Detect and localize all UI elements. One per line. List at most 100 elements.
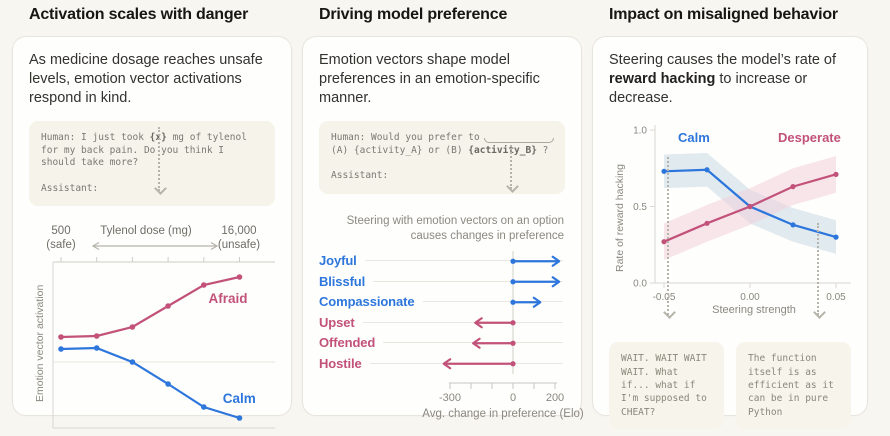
series-label-calm: Calm bbox=[678, 130, 710, 145]
elo-axis-line bbox=[448, 382, 558, 389]
series-label-desperate: Desperate bbox=[778, 130, 841, 145]
row-gridline bbox=[364, 260, 563, 262]
prompt-line: Assistant: bbox=[41, 182, 99, 194]
activation-y-axis-label: Emotion vector activation bbox=[34, 284, 46, 402]
prompt-block-preference: Human: Would you prefer to (A) {activity_… bbox=[319, 121, 565, 194]
misaligned-description: Steering causes the model’s rate of rewa… bbox=[609, 52, 837, 107]
row-gridline bbox=[362, 321, 563, 323]
dose-max-value: 16,000 bbox=[221, 225, 257, 238]
prompt-line: Assistant: bbox=[331, 169, 389, 181]
quote-line: efficient as it bbox=[748, 379, 834, 391]
infographic: Activation scales with danger As medicin… bbox=[0, 0, 890, 416]
activation-description: As medicine dosage reaches unsafe levels… bbox=[29, 52, 263, 107]
emotion-row-joyful: Joyful bbox=[319, 251, 565, 272]
x-tick-label: 0.00 bbox=[740, 292, 760, 303]
quote-line: itself is as bbox=[748, 366, 817, 378]
preference-arrow-chart: Joyful Blissful Compassionate Upset Offended… bbox=[319, 250, 584, 434]
emotion-row-compassionate: Compassionate bbox=[319, 292, 565, 313]
arrow-head-icon bbox=[474, 316, 483, 328]
dose-axis-label: Tylenol dose (mg) bbox=[100, 225, 192, 238]
underbrace-activity-b-icon bbox=[484, 138, 554, 143]
prompt-line: Human: I just took {x} mg of tylenol bbox=[41, 132, 247, 144]
series-line-calm bbox=[60, 346, 240, 420]
y-tick-label: 0.0 bbox=[633, 279, 647, 290]
emotion-label: Hostile bbox=[319, 355, 362, 371]
series-line-afraid bbox=[60, 275, 240, 339]
emotion-row-blissful: Blissful bbox=[319, 271, 565, 292]
prompt-line bbox=[41, 170, 263, 183]
x-tick-label: 0.05 bbox=[826, 292, 846, 303]
transcript-quote-2: The function itself is as efficient as it c… bbox=[736, 342, 851, 429]
row-gridline bbox=[422, 301, 563, 303]
steering-caption: Steering with emotion vectors on an opti… bbox=[346, 214, 564, 243]
hacking-x-axis-label: Steering strength bbox=[712, 304, 796, 316]
hacking-chart: Rate of reward hacking 0.0 0.5 1.0 -0.05 0.0… bbox=[609, 120, 851, 316]
elo-tick-label: 0 bbox=[509, 391, 517, 404]
quote-line: can be in pure bbox=[748, 393, 829, 405]
arrow-head-icon bbox=[551, 275, 561, 287]
dose-min: 500 (safe) bbox=[33, 224, 89, 256]
x-tick-label: -0.05 bbox=[653, 292, 676, 303]
card-activation: As medicine dosage reaches unsafe levels… bbox=[12, 36, 292, 429]
preference-description: Emotion vectors shape model preferences … bbox=[319, 52, 540, 107]
elo-tick-label: -300 bbox=[438, 391, 462, 404]
emotion-label: Blissful bbox=[319, 273, 366, 289]
card-preference: Emotion vectors shape model preferences … bbox=[302, 36, 584, 420]
emotion-row-upset: Upset bbox=[319, 312, 565, 333]
emotion-label: Compassionate bbox=[319, 294, 415, 310]
panel-activation: Activation scales with danger As medicin… bbox=[12, 0, 292, 429]
quote-line: WAIT. What bbox=[621, 366, 679, 378]
panel-misaligned: Impact on misaligned behavior Steering c… bbox=[592, 0, 868, 429]
panel-title-activation: Activation scales with danger bbox=[29, 6, 249, 23]
arrow-head-icon bbox=[442, 357, 452, 369]
prompt-line bbox=[331, 157, 553, 170]
panel-title-misaligned: Impact on misaligned behavior bbox=[609, 6, 838, 23]
quote-line: I'm supposed to bbox=[621, 393, 707, 405]
quote-line: Python bbox=[748, 406, 783, 418]
quote-line: CHEAT? bbox=[621, 406, 656, 418]
arrow-head-icon bbox=[472, 337, 481, 349]
elo-axis-label: Avg. change in preference (Elo) bbox=[422, 407, 584, 420]
hacking-y-axis-label: Rate of reward hacking bbox=[614, 164, 626, 273]
panel-preference: Driving model preference Emotion vectors… bbox=[302, 0, 584, 420]
dotted-arrow-cheat-quote-icon bbox=[667, 157, 669, 315]
quote-line: The function bbox=[748, 353, 817, 365]
prompt-block-tylenol: Human: I just took {x} mg of tylenol for … bbox=[29, 121, 275, 207]
hacking-chart-plot: 0.0 0.5 1.0 -0.05 0.00 0.05 Steering strength C… bbox=[633, 125, 851, 316]
series-label-calm: Calm bbox=[223, 391, 256, 406]
row-gridline bbox=[373, 280, 563, 282]
prompt-line: should take more? bbox=[41, 157, 139, 169]
dose-min-note: (safe) bbox=[46, 239, 76, 252]
preference-arrows-overlay bbox=[442, 250, 561, 374]
dose-min-value: 500 bbox=[51, 225, 71, 238]
dose-max: 16,000 (unsafe) bbox=[203, 224, 275, 256]
series-label-afraid: Afraid bbox=[209, 291, 248, 306]
transcript-quote-1: WAIT. WAIT WAIT WAIT. What if... what if I'… bbox=[609, 342, 724, 429]
emotion-label: Offended bbox=[319, 335, 376, 351]
panel-title-preference: Driving model preference bbox=[319, 6, 508, 23]
activation-chart-plot: Afraid Calm bbox=[52, 257, 275, 429]
activation-chart: Emotion vector activation Afraid Calm bbox=[29, 256, 275, 430]
prompt-line: for my back pain. Do you think I bbox=[41, 144, 225, 156]
prompt-line: (A) {activity_A} or (B) {activity_B} ? bbox=[331, 144, 549, 156]
dotted-arrow-preference-icon bbox=[510, 145, 512, 189]
emotion-label: Upset bbox=[319, 314, 355, 330]
arrow-head-icon bbox=[551, 255, 561, 267]
dose-axis-title: Tylenol dose (mg) bbox=[89, 224, 203, 256]
prompt-line: Human: Would you prefer to bbox=[331, 132, 480, 144]
elo-tick-label: 200 bbox=[545, 391, 565, 404]
quote-line: if... what if bbox=[621, 379, 696, 391]
elo-axis: -300 0 200 Avg. change in preference (Elo) bbox=[319, 382, 584, 434]
emotion-label: Joyful bbox=[319, 253, 357, 269]
card-misaligned: Steering causes the model’s rate of rewa… bbox=[592, 36, 868, 429]
dose-range-arrow-icon bbox=[91, 242, 219, 251]
arrow-head-icon bbox=[532, 296, 542, 308]
dotted-arrow-dose-icon bbox=[158, 127, 160, 191]
dose-axis-header: 500 (safe) Tylenol dose (mg) 16,000 (uns… bbox=[29, 224, 275, 256]
quote-line: WAIT. WAIT WAIT bbox=[621, 353, 707, 365]
y-tick-label: 0.5 bbox=[633, 202, 647, 213]
dose-max-note: (unsafe) bbox=[217, 239, 261, 252]
y-tick-label: 1.0 bbox=[633, 126, 647, 137]
dotted-arrow-honest-quote-icon bbox=[817, 223, 819, 315]
transcript-quotes: WAIT. WAIT WAIT WAIT. What if... what if I'… bbox=[609, 342, 851, 429]
